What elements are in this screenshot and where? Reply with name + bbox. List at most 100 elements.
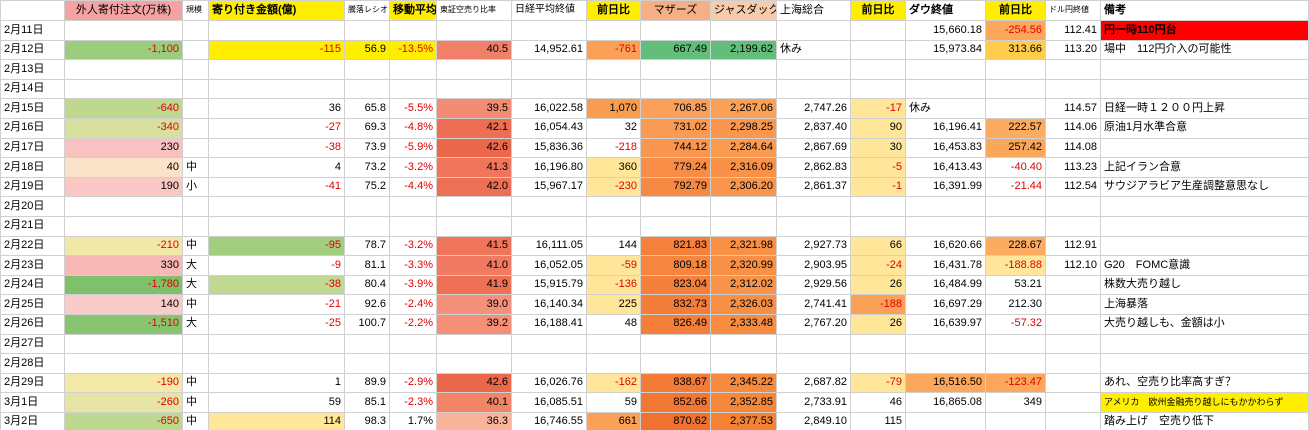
cell-dow-close[interactable]: 15,660.18 <box>905 20 986 41</box>
date-cell[interactable]: 2月11日 <box>0 20 65 41</box>
cell-mothers[interactable]: 852.66 <box>640 392 711 413</box>
cell-moving-average[interactable]: -4.8% <box>389 117 437 139</box>
cell-dow-change[interactable] <box>985 333 1046 355</box>
cell-usdjpy[interactable]: 114.06 <box>1045 117 1101 139</box>
cell-nikkei-close[interactable]: 15,915.79 <box>511 274 587 296</box>
cell-usdjpy[interactable] <box>1045 196 1101 217</box>
cell-shanghai[interactable]: 2,849.10 <box>776 411 851 430</box>
cell-nikkei-close[interactable] <box>511 59 587 80</box>
cell-moving-average[interactable]: -5.9% <box>389 137 437 159</box>
cell-shanghai-change[interactable]: 46 <box>850 392 906 413</box>
cell-mothers[interactable]: 731.02 <box>640 117 711 139</box>
cell-moving-average[interactable]: -3.2% <box>389 235 437 257</box>
cell-shanghai[interactable] <box>776 78 851 100</box>
cell-short-sell-ratio[interactable] <box>436 215 512 237</box>
cell-moving-average[interactable]: 1.7% <box>389 411 437 430</box>
cell-advance-decline-ratio[interactable] <box>344 20 390 41</box>
cell-dow-close[interactable]: 16,431.78 <box>905 255 986 276</box>
cell-dow-close[interactable] <box>905 78 986 100</box>
cell-dow-close[interactable]: 16,196.41 <box>905 117 986 139</box>
cell-mothers[interactable]: 706.85 <box>640 98 711 119</box>
cell-dow-close[interactable] <box>905 196 986 217</box>
cell-dow-change[interactable]: -188.88 <box>985 255 1046 276</box>
cell-advance-decline-ratio[interactable] <box>344 78 390 100</box>
cell-order-size[interactable] <box>182 333 209 355</box>
cell-mothers[interactable]: 838.67 <box>640 372 711 394</box>
cell-mothers[interactable] <box>640 196 711 217</box>
cell-jasdaq[interactable] <box>710 78 777 100</box>
column-header-nikkei-change[interactable]: 前日比 <box>586 0 641 21</box>
cell-order-size[interactable]: 中 <box>182 235 209 257</box>
cell-nikkei-change[interactable]: -136 <box>586 274 641 296</box>
cell-foreign-orders[interactable]: -190 <box>64 372 183 394</box>
cell-dow-change[interactable] <box>985 59 1046 80</box>
cell-order-size[interactable] <box>182 196 209 217</box>
cell-notes[interactable]: サウジアラビア生産調整意思なし <box>1100 176 1309 198</box>
cell-dow-change[interactable]: 349 <box>985 392 1046 413</box>
cell-shanghai-change[interactable] <box>850 39 906 61</box>
cell-dow-change[interactable]: 53.21 <box>985 274 1046 296</box>
column-header-dow-change[interactable]: 前日比 <box>985 0 1046 21</box>
cell-foreign-orders[interactable]: -1,100 <box>64 39 183 61</box>
cell-order-size[interactable] <box>182 117 209 139</box>
cell-short-sell-ratio[interactable]: 42.0 <box>436 176 512 198</box>
cell-nikkei-change[interactable]: -230 <box>586 176 641 198</box>
cell-mothers[interactable]: 832.73 <box>640 294 711 315</box>
cell-dow-close[interactable]: 16,865.08 <box>905 392 986 413</box>
cell-dow-change[interactable]: -57.32 <box>985 313 1046 335</box>
cell-shanghai-change[interactable] <box>850 215 906 237</box>
cell-shanghai-change[interactable] <box>850 59 906 80</box>
cell-mothers[interactable]: 792.79 <box>640 176 711 198</box>
cell-shanghai-change[interactable] <box>850 78 906 100</box>
cell-mothers[interactable]: 826.49 <box>640 313 711 335</box>
cell-usdjpy[interactable]: 114.57 <box>1045 98 1101 119</box>
cell-opening-amount[interactable]: 36 <box>208 98 345 119</box>
column-header-moving-average[interactable]: 移動平均 <box>389 0 437 21</box>
cell-dow-change[interactable]: -123.47 <box>985 372 1046 394</box>
cell-foreign-orders[interactable] <box>64 353 183 374</box>
date-cell[interactable]: 2月22日 <box>0 235 65 257</box>
cell-jasdaq[interactable] <box>710 20 777 41</box>
cell-dow-change[interactable]: 222.57 <box>985 117 1046 139</box>
cell-mothers[interactable] <box>640 353 711 374</box>
cell-dow-change[interactable]: -254.56 <box>985 20 1046 41</box>
date-cell[interactable]: 3月1日 <box>0 392 65 413</box>
date-cell[interactable]: 2月17日 <box>0 137 65 159</box>
cell-advance-decline-ratio[interactable] <box>344 333 390 355</box>
cell-nikkei-close[interactable]: 16,188.41 <box>511 313 587 335</box>
cell-mothers[interactable] <box>640 333 711 355</box>
cell-foreign-orders[interactable] <box>64 196 183 217</box>
cell-shanghai[interactable] <box>776 59 851 80</box>
cell-notes[interactable] <box>1100 215 1309 237</box>
cell-dow-change[interactable]: 257.42 <box>985 137 1046 159</box>
cell-foreign-orders[interactable]: 40 <box>64 157 183 178</box>
cell-shanghai-change[interactable]: 115 <box>850 411 906 430</box>
cell-mothers[interactable]: 821.83 <box>640 235 711 257</box>
cell-notes[interactable]: 日経一時１２００円上昇 <box>1100 98 1309 119</box>
cell-order-size[interactable] <box>182 215 209 237</box>
cell-advance-decline-ratio[interactable]: 56.9 <box>344 39 390 61</box>
cell-nikkei-change[interactable]: 144 <box>586 235 641 257</box>
cell-jasdaq[interactable]: 2,312.02 <box>710 274 777 296</box>
cell-jasdaq[interactable]: 2,316.09 <box>710 157 777 178</box>
cell-jasdaq[interactable] <box>710 333 777 355</box>
cell-short-sell-ratio[interactable]: 39.2 <box>436 313 512 335</box>
cell-jasdaq[interactable]: 2,267.06 <box>710 98 777 119</box>
cell-shanghai-change[interactable]: -5 <box>850 157 906 178</box>
cell-shanghai[interactable]: 2,927.73 <box>776 235 851 257</box>
cell-notes[interactable] <box>1100 333 1309 355</box>
cell-shanghai-change[interactable]: 66 <box>850 235 906 257</box>
cell-dow-close[interactable]: 15,973.84 <box>905 39 986 61</box>
cell-usdjpy[interactable] <box>1045 392 1101 413</box>
cell-shanghai[interactable]: 2,929.56 <box>776 274 851 296</box>
cell-nikkei-close[interactable]: 16,022.58 <box>511 98 587 119</box>
cell-shanghai[interactable]: 2,687.82 <box>776 372 851 394</box>
cell-shanghai-change[interactable]: -1 <box>850 176 906 198</box>
cell-jasdaq[interactable]: 2,345.22 <box>710 372 777 394</box>
cell-advance-decline-ratio[interactable]: 78.7 <box>344 235 390 257</box>
cell-advance-decline-ratio[interactable] <box>344 215 390 237</box>
cell-usdjpy[interactable] <box>1045 294 1101 315</box>
cell-nikkei-close[interactable]: 16,746.55 <box>511 411 587 430</box>
cell-nikkei-change[interactable] <box>586 215 641 237</box>
cell-jasdaq[interactable] <box>710 196 777 217</box>
